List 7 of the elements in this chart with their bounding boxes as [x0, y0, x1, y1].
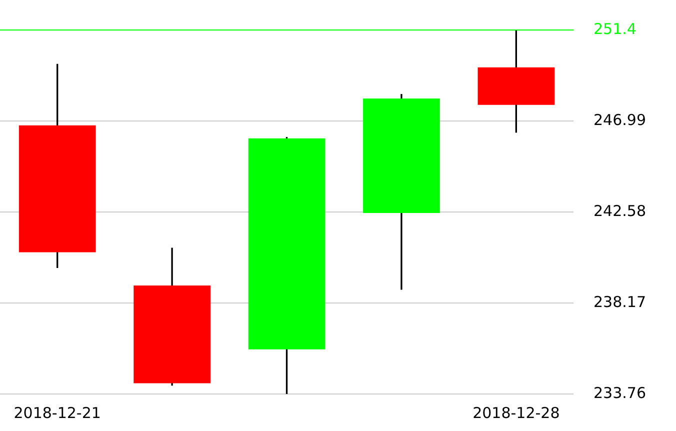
x-tick-label: 2018-12-28: [472, 404, 560, 422]
y-tick-label: 238.17: [594, 292, 646, 311]
x-tick-label: 2018-12-21: [14, 404, 101, 422]
y-tick-label: 242.58: [594, 202, 646, 220]
y-tick-label: 251.4: [594, 20, 636, 38]
y-tick-label: 246.99: [594, 110, 646, 129]
y-tick-label: 233.76: [594, 384, 646, 402]
